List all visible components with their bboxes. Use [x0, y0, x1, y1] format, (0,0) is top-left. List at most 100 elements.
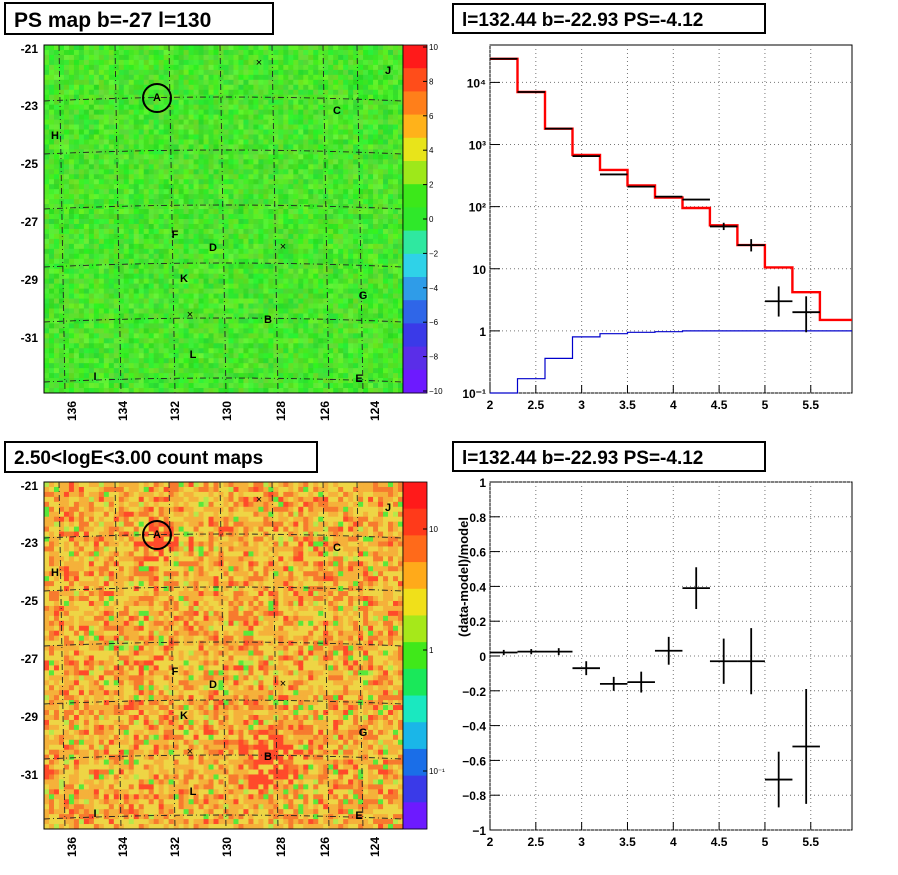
map-pixel	[358, 169, 364, 175]
map-pixel	[48, 54, 55, 61]
map-pixel	[363, 248, 369, 255]
map-pixel	[208, 228, 214, 235]
map-pixel	[223, 303, 229, 309]
map-pixel	[333, 378, 339, 384]
map-pixel	[68, 104, 75, 111]
map-pixel	[243, 129, 249, 135]
map-pixel	[178, 104, 185, 111]
map-pixel	[73, 94, 80, 101]
map-pixel	[228, 199, 234, 205]
map-pixel	[353, 383, 359, 389]
map-pixel	[118, 159, 125, 165]
map-pixel	[133, 154, 140, 160]
map-pixel	[138, 169, 145, 175]
map-pixel	[218, 253, 224, 260]
map-pixel	[193, 164, 199, 170]
map-pixel	[293, 248, 299, 255]
map-pixel	[158, 233, 165, 240]
map-pixel	[333, 248, 339, 255]
map-pixel	[203, 119, 209, 125]
map-pixel	[378, 159, 384, 165]
map-pixel	[238, 194, 244, 200]
map-pixel	[193, 69, 199, 76]
map-pixel	[138, 94, 145, 101]
map-pixel	[83, 199, 90, 205]
map-pixel	[293, 358, 299, 364]
map-pixel	[153, 99, 160, 106]
map-pixel	[323, 388, 329, 394]
map-pixel	[293, 219, 299, 225]
map-pixel	[44, 243, 50, 250]
map-pixel	[173, 199, 180, 205]
map-pixel	[263, 268, 269, 275]
map-pixel	[73, 194, 80, 200]
map-pixel	[198, 174, 204, 180]
map-pixel	[268, 373, 274, 379]
map-pixel	[308, 253, 314, 260]
map-pixel	[198, 373, 204, 379]
map-pixel	[353, 159, 359, 165]
map-pixel	[253, 293, 259, 299]
map-pixel	[123, 358, 130, 364]
map-pixel	[313, 293, 319, 299]
map-pixel	[283, 114, 289, 120]
map-pixel	[113, 253, 120, 260]
map-pixel	[44, 338, 50, 344]
map-pixel	[78, 298, 85, 304]
map-pixel	[88, 293, 95, 299]
map-pixel	[238, 273, 244, 280]
map-pixel	[378, 243, 384, 250]
map-pixel	[373, 333, 379, 339]
map-pixel	[348, 139, 354, 145]
map-pixel	[333, 84, 339, 91]
map-pixel	[293, 368, 299, 374]
map-pixel	[193, 263, 199, 270]
map-pixel	[48, 74, 55, 81]
map-pixel	[298, 258, 304, 265]
map-pixel	[258, 233, 264, 240]
map-pixel	[248, 338, 254, 344]
map-pixel	[248, 84, 254, 91]
map-pixel	[193, 248, 199, 255]
map-pixel	[73, 119, 80, 125]
map-pixel	[378, 104, 384, 111]
map-pixel	[368, 45, 374, 51]
map-pixel	[113, 184, 120, 190]
map-pixel	[208, 343, 214, 349]
map-pixel	[333, 293, 339, 299]
map-pixel	[128, 114, 135, 120]
map-pixel	[163, 159, 170, 165]
map-pixel	[378, 283, 384, 289]
map-pixel	[293, 59, 299, 66]
map-pixel	[208, 154, 214, 160]
map-pixel	[223, 124, 229, 130]
map-pixel	[303, 209, 309, 215]
map-pixel	[83, 194, 90, 200]
map-pixel	[328, 273, 334, 280]
map-pixel	[253, 59, 259, 66]
map-pixel	[48, 348, 55, 354]
map-pixel	[233, 363, 239, 369]
map-pixel	[178, 134, 185, 140]
map-pixel	[268, 159, 274, 165]
map-pixel	[183, 248, 189, 255]
map-pixel	[93, 114, 100, 120]
map-pixel	[108, 283, 115, 289]
map-pixel	[203, 248, 209, 255]
map-pixel	[138, 164, 145, 170]
map-pixel	[293, 179, 299, 185]
map-pixel	[258, 179, 264, 185]
map-pixel	[103, 268, 110, 275]
map-pixel	[338, 194, 344, 200]
map-pixel	[178, 268, 185, 275]
map-pixel	[323, 348, 329, 354]
map-pixel	[118, 388, 125, 394]
map-pixel	[103, 238, 110, 245]
map-pixel	[233, 59, 239, 66]
map-pixel	[208, 368, 214, 374]
map-pixel	[108, 89, 115, 96]
map-pixel	[298, 194, 304, 200]
map-pixel	[333, 59, 339, 66]
map-pixel	[313, 179, 319, 185]
map-pixel	[44, 219, 50, 225]
